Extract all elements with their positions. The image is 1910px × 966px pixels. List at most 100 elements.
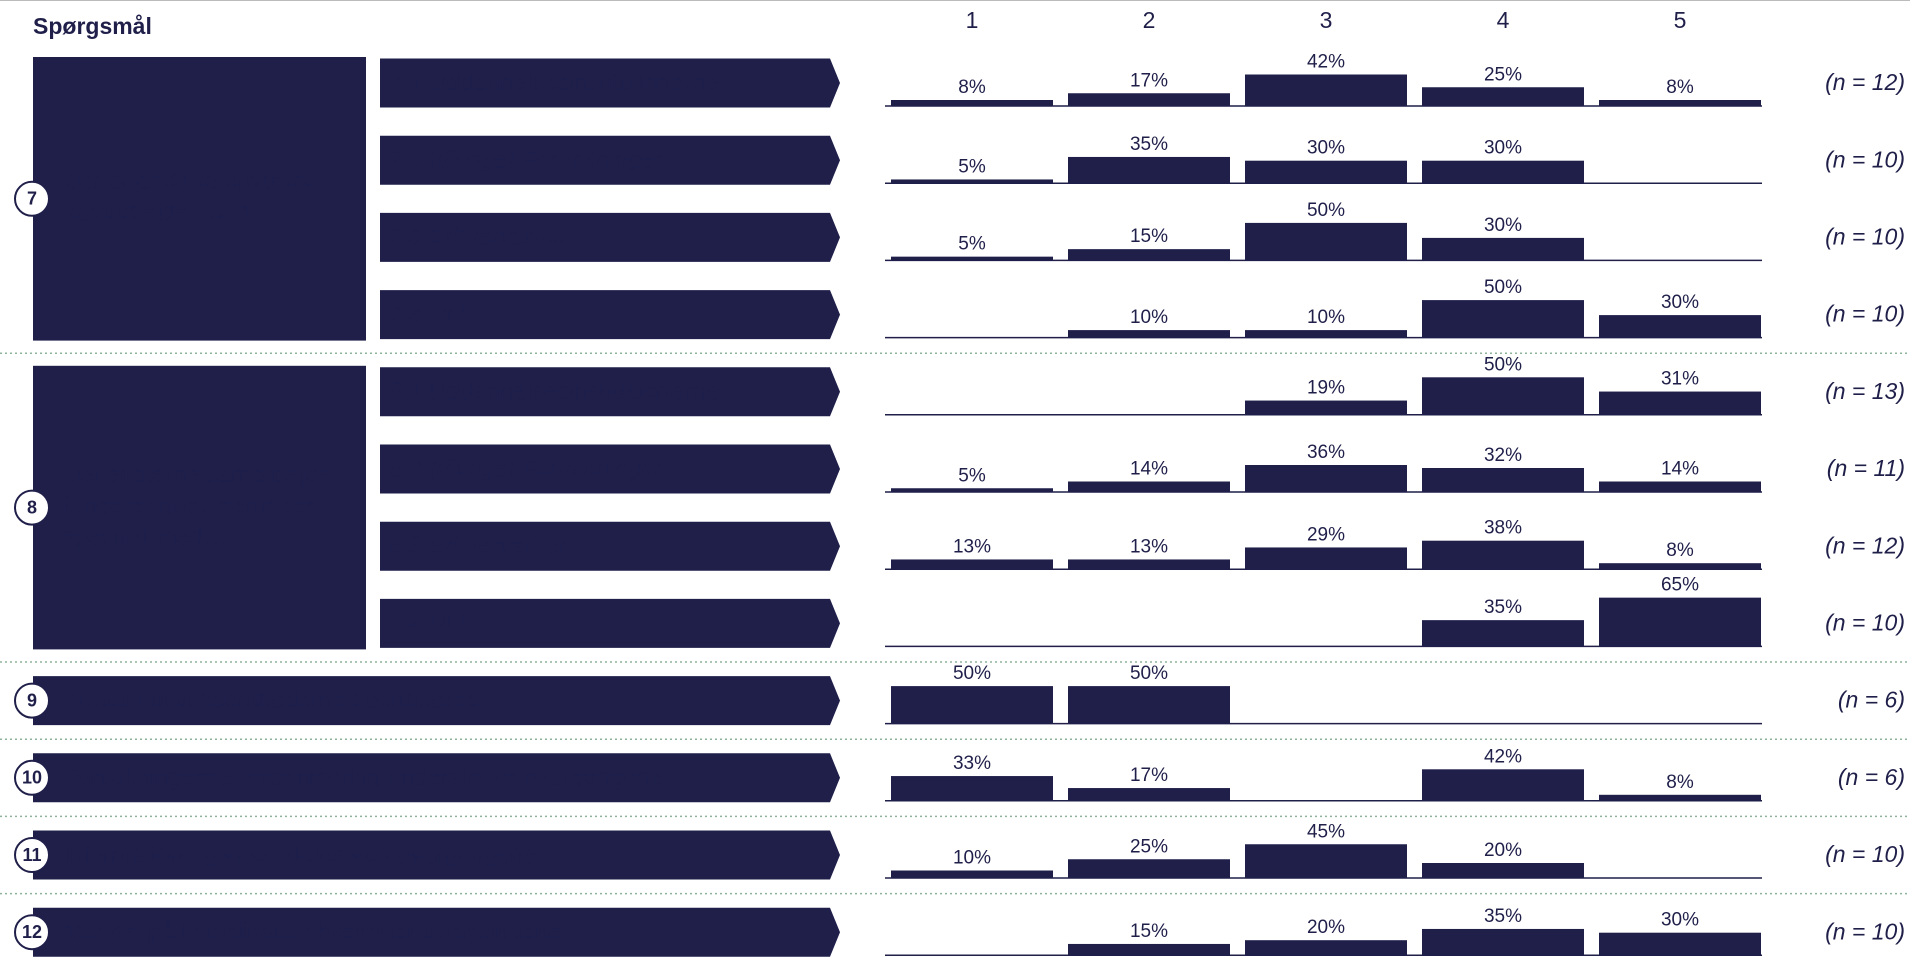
bar [891, 256, 1053, 261]
value-label: 25% [1484, 64, 1522, 85]
row-chevron [380, 521, 840, 571]
n-label: (n = 12) [1825, 532, 1905, 558]
bar [1599, 932, 1761, 956]
value-label: 15% [1130, 921, 1168, 942]
row-chevron [380, 135, 840, 185]
value-label: 50% [1484, 277, 1522, 298]
n-label: (n = 10) [1825, 223, 1905, 249]
bar [1599, 100, 1761, 106]
value-label: 30% [1484, 138, 1522, 159]
bar [891, 488, 1053, 492]
value-label: 14% [1130, 459, 1168, 480]
value-label: 65% [1661, 575, 1699, 596]
bar [1599, 391, 1761, 415]
value-label: 50% [1307, 200, 1345, 221]
bar [1245, 844, 1407, 878]
row-label: Mangel på koordination hæmmer overgangen… [63, 919, 562, 946]
bar [1245, 465, 1407, 492]
bar [1245, 74, 1407, 106]
value-label: 50% [953, 663, 991, 684]
row-chevron [33, 907, 840, 957]
bar [1245, 160, 1407, 184]
group-box [33, 57, 366, 341]
bar [1068, 686, 1230, 724]
row-label: 8.4 UU [389, 610, 464, 637]
group-box [33, 365, 366, 650]
row-chevron [380, 212, 840, 262]
bar [1422, 87, 1584, 106]
n-label: (n = 10) [1825, 609, 1905, 635]
row-label: 7.2 (Øvrige) Forvaltninger [389, 147, 663, 174]
number-badge [14, 489, 50, 526]
number-badge [14, 837, 50, 873]
value-label: 5% [958, 234, 986, 255]
value-label: 32% [1484, 445, 1522, 466]
row-chevron [380, 290, 840, 340]
bar [1599, 597, 1761, 647]
column-header: 4 [1497, 7, 1510, 33]
group-label: Der er gode rammer for samarbejdet med… [63, 169, 314, 227]
value-label: 17% [1130, 765, 1168, 786]
bar [1068, 156, 1230, 184]
bar [1422, 928, 1584, 956]
row-chevron [380, 367, 840, 417]
value-label: 35% [1484, 906, 1522, 927]
number-label: 10 [22, 768, 42, 788]
row-chevron [33, 830, 840, 880]
header: Spørgsmål [33, 13, 152, 39]
n-label: (n = 6) [1838, 687, 1905, 713]
row-label: 7.4 UU [389, 301, 464, 328]
value-label: 50% [1484, 354, 1522, 375]
value-label: 38% [1484, 518, 1522, 539]
value-label: 8% [1666, 77, 1694, 98]
value-label: 33% [953, 753, 991, 774]
column-header: 3 [1320, 7, 1333, 33]
n-label: (n = 11) [1827, 455, 1905, 481]
bar [1422, 620, 1584, 647]
bar [1422, 769, 1584, 801]
bar [891, 686, 1053, 724]
row-chevron [33, 753, 840, 803]
bar [1245, 940, 1407, 956]
value-label: 8% [958, 77, 986, 98]
n-label: (n = 12) [1825, 69, 1905, 95]
bar [1245, 400, 1407, 415]
bar [1068, 859, 1230, 878]
value-label: 8% [1666, 540, 1694, 561]
value-label: 30% [1307, 138, 1345, 159]
bar [1422, 300, 1584, 338]
bar [1068, 559, 1230, 570]
bar [1422, 863, 1584, 878]
bar [1422, 160, 1584, 184]
value-label: 13% [953, 536, 991, 557]
bar [1068, 943, 1230, 956]
bar [1245, 330, 1407, 338]
number-label: 9 [27, 690, 37, 710]
row-label: 7.3 Erhvervslivet [389, 224, 568, 251]
row-label: Kontakt til virksomhederne koordineres [63, 687, 478, 714]
bar [1068, 93, 1230, 106]
bar [1422, 377, 1584, 415]
value-label: 42% [1307, 52, 1345, 73]
value-label: 5% [958, 156, 986, 177]
value-label: 10% [1307, 307, 1345, 328]
row-chevron [380, 444, 840, 494]
row-chevron [380, 598, 840, 648]
value-label: 45% [1307, 821, 1345, 842]
value-label: 13% [1130, 536, 1168, 557]
row-label: Forvaltningernes organisering understøtt… [63, 764, 663, 791]
number-label: 11 [22, 845, 41, 865]
bar [1422, 540, 1584, 570]
bar [891, 179, 1053, 184]
value-label: 50% [1130, 663, 1168, 684]
value-label: 30% [1661, 910, 1699, 931]
bar [1599, 794, 1761, 801]
number-label: 12 [22, 922, 42, 942]
bar [1068, 481, 1230, 492]
bar [1599, 315, 1761, 338]
n-label: (n = 10) [1825, 918, 1905, 944]
bar [1422, 468, 1584, 492]
value-label: 5% [958, 465, 986, 486]
number-badge [14, 759, 50, 796]
value-label: 42% [1484, 746, 1522, 767]
